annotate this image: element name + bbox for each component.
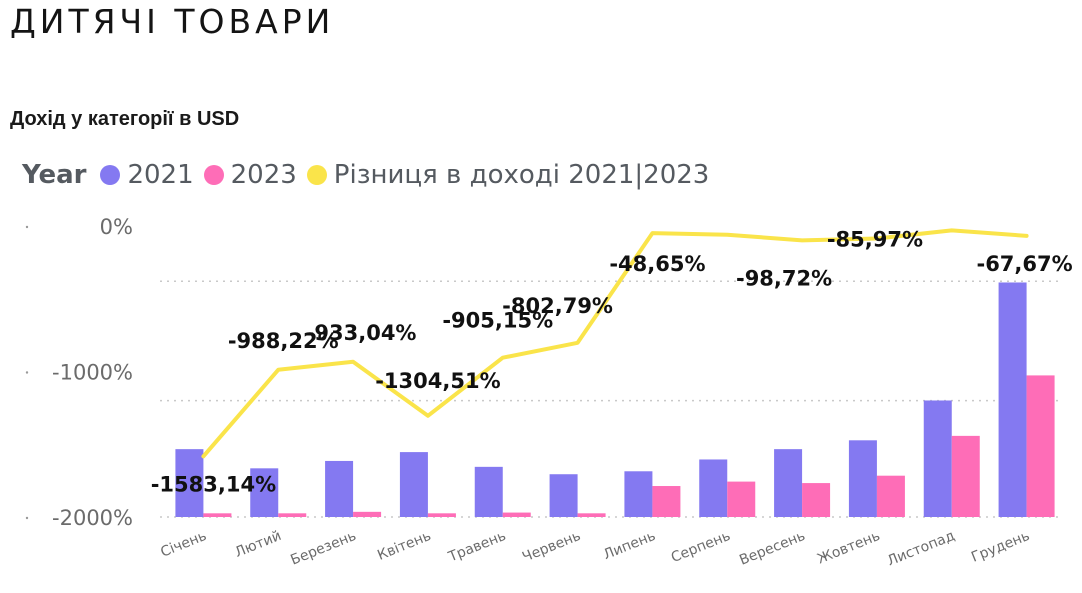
legend-label-2023: 2023 xyxy=(230,160,297,190)
bar-2021-3 xyxy=(399,452,428,517)
page-title: ДИТЯЧІ ТОВАРИ xyxy=(10,2,335,41)
category-label-11: Грудень xyxy=(969,528,1032,566)
bar-2021-6 xyxy=(624,471,653,517)
category-label-2: Березень xyxy=(288,528,358,569)
data-label-4: -905,15% xyxy=(442,309,553,333)
difference-line xyxy=(201,228,1029,459)
category-label-8: Вересень xyxy=(737,528,807,569)
bar-2023-9 xyxy=(876,475,905,517)
bar-2023-8 xyxy=(802,483,831,517)
y-tick-mark-2 xyxy=(25,516,29,520)
y-tick-mark-0 xyxy=(25,225,29,229)
category-label-0: Січень xyxy=(158,528,208,561)
legend-dot-2021 xyxy=(100,165,121,185)
category-label-5: Червень xyxy=(520,528,583,566)
legend-label-2021: 2021 xyxy=(127,160,194,190)
bar-2021-9 xyxy=(848,440,877,517)
bar-2023-3 xyxy=(427,513,456,517)
category-label-7: Серпень xyxy=(669,528,733,566)
legend-label-difference: Різниця в доході 2021|2023 xyxy=(333,160,710,190)
data-label-6: -48,65% xyxy=(609,252,705,276)
data-label-8: -98,72% xyxy=(736,266,832,290)
bar-2023-10 xyxy=(951,435,980,517)
data-label-0: -1583,14% xyxy=(151,472,276,496)
chart-area: 0% -1000% -2000% Січень Лютий Березень Квітень… xyxy=(25,215,1073,570)
bar-2023-0 xyxy=(203,513,232,517)
bar-2023-5 xyxy=(577,513,606,517)
legend: Year 2021 2023 Різниця в доході 2021|202… xyxy=(22,158,719,192)
data-label-2: -933,04% xyxy=(306,321,417,345)
bar-2021-1 xyxy=(250,468,279,517)
data-label-9: -85,97% xyxy=(827,228,923,252)
data-label-1: -988,22% xyxy=(228,329,339,353)
data-label-3: -1304,51% xyxy=(375,369,500,393)
y-tick-label-1: -1000% xyxy=(52,361,133,385)
bar-2021-2 xyxy=(325,460,354,517)
category-label-3: Квітень xyxy=(375,528,433,564)
legend-item-2023[interactable]: 2023 xyxy=(203,160,297,190)
y-tick-label-2: -2000% xyxy=(52,506,133,530)
y-tick-label-0: 0% xyxy=(100,215,133,239)
bar-2021-11 xyxy=(998,282,1027,517)
legend-item-2021[interactable]: 2021 xyxy=(100,160,194,190)
bar-2021-5 xyxy=(549,474,578,517)
data-label-5: -802,79% xyxy=(502,294,613,318)
bar-2023-7 xyxy=(727,481,756,517)
bar-2021-7 xyxy=(699,459,728,517)
y-tick-mark-1 xyxy=(25,371,29,374)
data-label-11: -67,67% xyxy=(976,252,1072,276)
legend-dot-difference xyxy=(306,165,327,185)
legend-dot-2023 xyxy=(203,165,224,185)
legend-item-difference[interactable]: Різниця в доході 2021|2023 xyxy=(306,160,710,190)
chart-title: Дохід у категорії в USD xyxy=(10,108,240,130)
bar-2021-4 xyxy=(474,466,503,517)
bar-2021-8 xyxy=(774,449,803,517)
category-label-9: Жовтень xyxy=(815,528,882,568)
bar-2021-0 xyxy=(175,449,204,517)
category-label-1: Лютий xyxy=(233,528,284,561)
bar-2023-2 xyxy=(353,511,382,517)
bar-2021-10 xyxy=(923,400,952,517)
legend-title: Year xyxy=(22,160,87,190)
category-label-6: Липень xyxy=(601,528,658,563)
bar-2023-11 xyxy=(1026,375,1055,517)
bar-2023-4 xyxy=(502,512,531,517)
category-label-10: Листопад xyxy=(885,528,957,570)
bar-2023-6 xyxy=(652,486,681,517)
bar-2023-1 xyxy=(278,513,307,517)
category-label-4: Травень xyxy=(445,528,508,566)
